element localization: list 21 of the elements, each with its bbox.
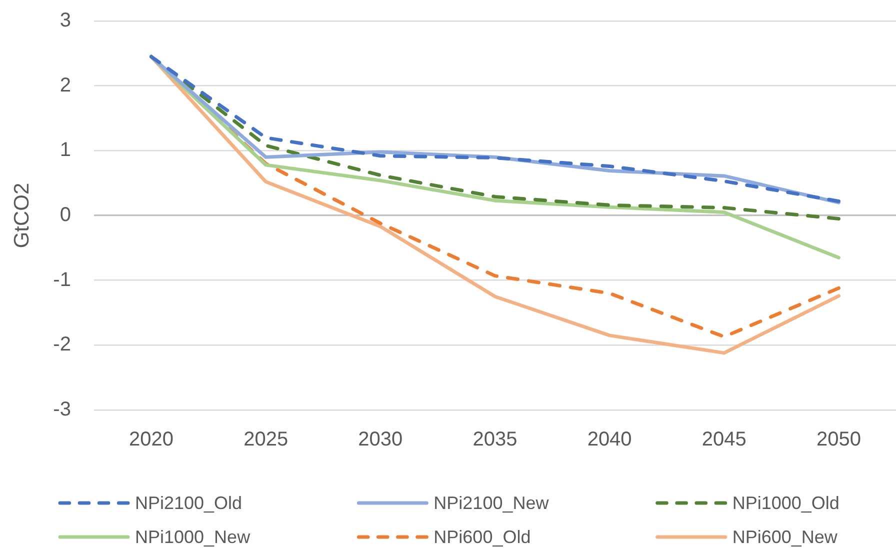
- y-tick-label: 0: [60, 204, 71, 226]
- y-tick-label: -3: [53, 398, 71, 421]
- legend-label: NPi1000_Old: [732, 492, 840, 513]
- legend-label: NPi600_Old: [434, 526, 531, 547]
- y-tick-label: -1: [53, 268, 71, 291]
- legend-label: NPi2100_New: [434, 492, 550, 513]
- y-tick-label: 1: [60, 139, 71, 162]
- y-tick-label: 3: [60, 10, 71, 32]
- x-tick-label: 2050: [816, 428, 861, 451]
- x-tick-label: 2045: [702, 428, 746, 451]
- x-tick-label: 2025: [244, 428, 288, 451]
- x-tick-label: 2030: [358, 428, 403, 451]
- y-tick-label: 2: [60, 74, 71, 96]
- x-tick-label: 2040: [587, 428, 632, 451]
- legend-label: NPi2100_Old: [135, 492, 242, 513]
- x-tick-label: 2035: [472, 428, 518, 451]
- y-tick-label: -2: [53, 334, 71, 356]
- legend-label: NPi1000_New: [135, 526, 252, 547]
- legend-label: NPi600_New: [732, 526, 838, 547]
- y-axis-title: GtCO2: [10, 182, 34, 248]
- x-tick-label: 2020: [129, 428, 174, 451]
